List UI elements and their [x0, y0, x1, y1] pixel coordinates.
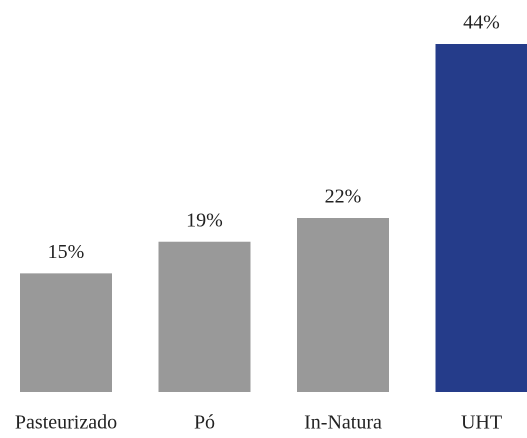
bar	[297, 218, 389, 392]
x-tick-label: UHT	[461, 412, 502, 434]
x-tick-label: In-Natura	[304, 412, 382, 434]
value-label: 19%	[186, 209, 223, 231]
x-tick-label: Pó	[194, 412, 215, 434]
value-label: 15%	[48, 241, 85, 263]
value-label: 22%	[325, 186, 362, 208]
bar	[20, 273, 112, 392]
bar	[435, 44, 527, 392]
x-tick-label: Pasteurizado	[15, 412, 117, 434]
value-label: 44%	[463, 12, 500, 34]
bar	[158, 241, 251, 392]
